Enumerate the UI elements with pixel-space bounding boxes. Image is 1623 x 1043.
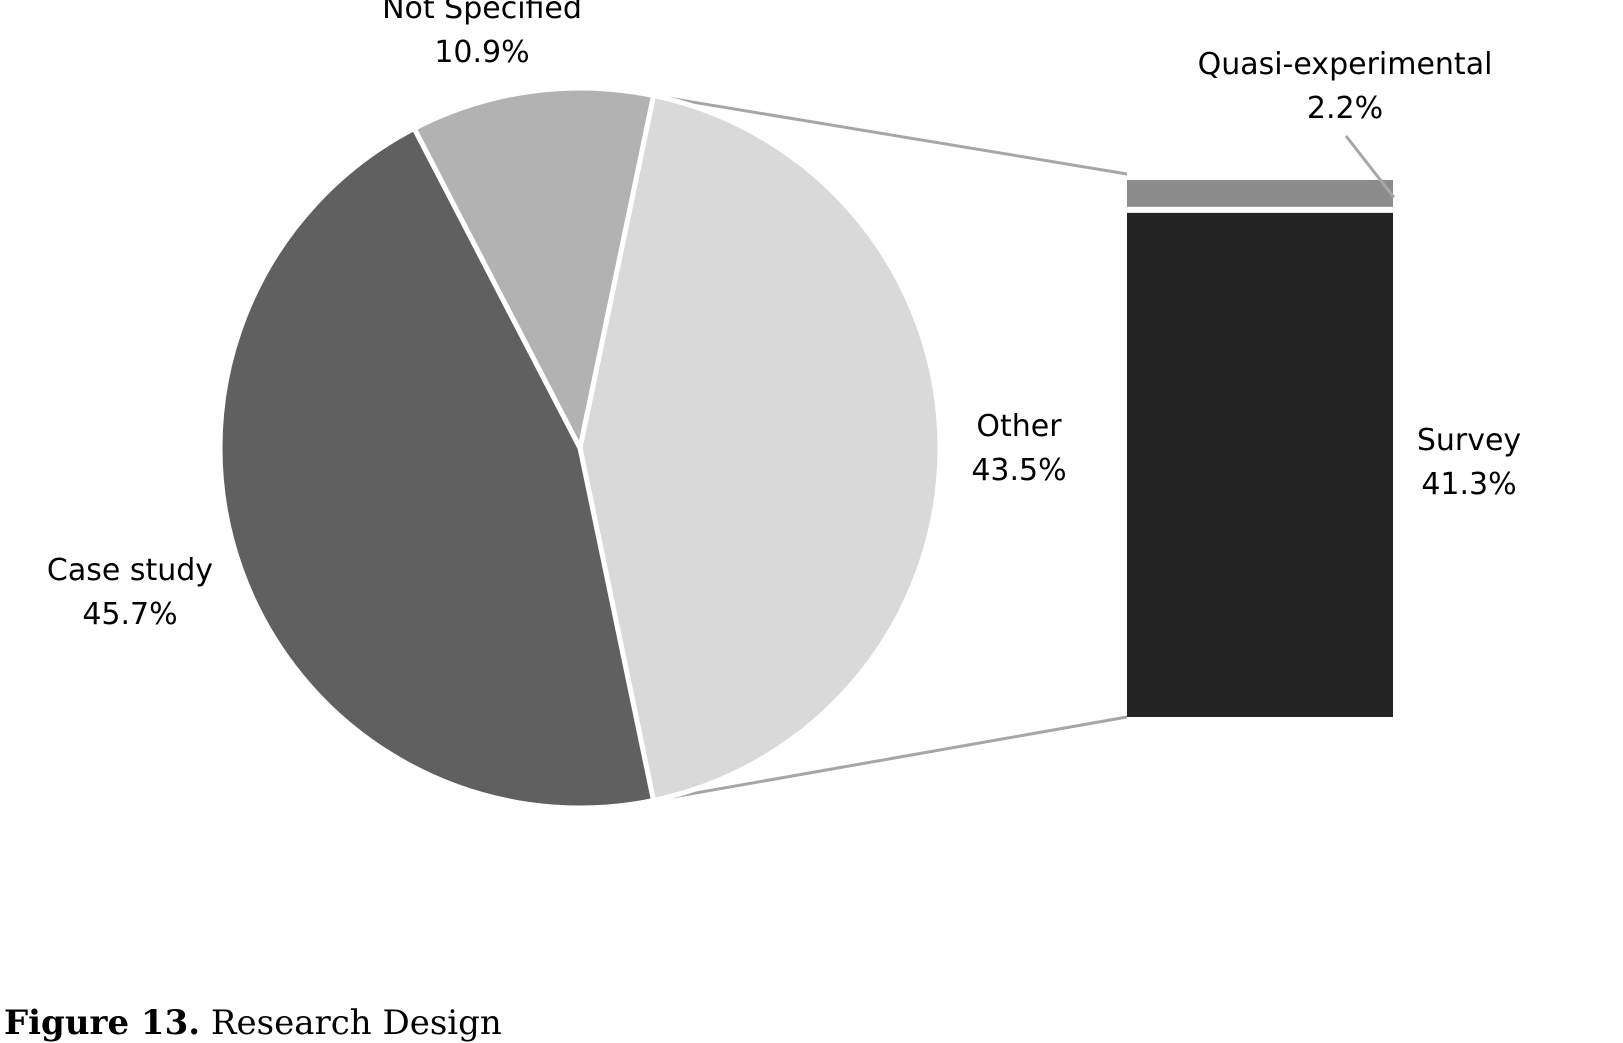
bar-segment-quasi-experimental — [1127, 180, 1393, 207]
data-label-quasi-experimental: Quasi-experimental 2.2% — [1198, 47, 1493, 126]
data-label-survey-value: 41.3% — [1421, 467, 1516, 502]
data-label-other-value: 43.5% — [971, 453, 1066, 488]
pie-slices — [217, 85, 943, 811]
bar-segment-survey — [1127, 212, 1393, 718]
pie-slice-not-specified — [411, 85, 656, 451]
data-label-not-specified-name: Not Specified — [382, 0, 582, 26]
data-label-quasi-experimental-value: 2.2% — [1307, 91, 1383, 126]
connector-line-top — [653, 94, 1128, 176]
data-label-quasi-experimental-name: Quasi-experimental — [1198, 47, 1493, 82]
pie-slice-other — [577, 93, 943, 803]
figure-caption: Figure 13. Research Design — [4, 1006, 502, 1040]
pie-slice-case-study — [217, 125, 656, 811]
data-label-not-specified: Not Specified 10.9% — [382, 0, 582, 70]
data-label-other-name: Other — [976, 409, 1062, 444]
figure-caption-label: Figure 13. — [4, 1003, 201, 1043]
figure-caption-text: Research Design — [210, 1003, 502, 1043]
data-label-case-study-value: 45.7% — [82, 597, 177, 632]
bar-segments — [1127, 180, 1393, 718]
data-label-survey-name: Survey — [1417, 423, 1521, 458]
data-label-case-study-name: Case study — [47, 553, 213, 588]
connector-lines — [653, 94, 1128, 802]
data-label-survey: Survey 41.3% — [1417, 423, 1521, 502]
connector-line-bottom — [653, 715, 1128, 802]
data-labels: Not Specified 10.9% Other 43.5% Case study 45… — [47, 0, 1521, 632]
data-label-not-specified-value: 10.9% — [434, 35, 529, 70]
data-label-case-study: Case study 45.7% — [47, 553, 213, 632]
data-label-other: Other 43.5% — [971, 409, 1066, 488]
leader-line-quasi-experimental — [1344, 135, 1396, 199]
